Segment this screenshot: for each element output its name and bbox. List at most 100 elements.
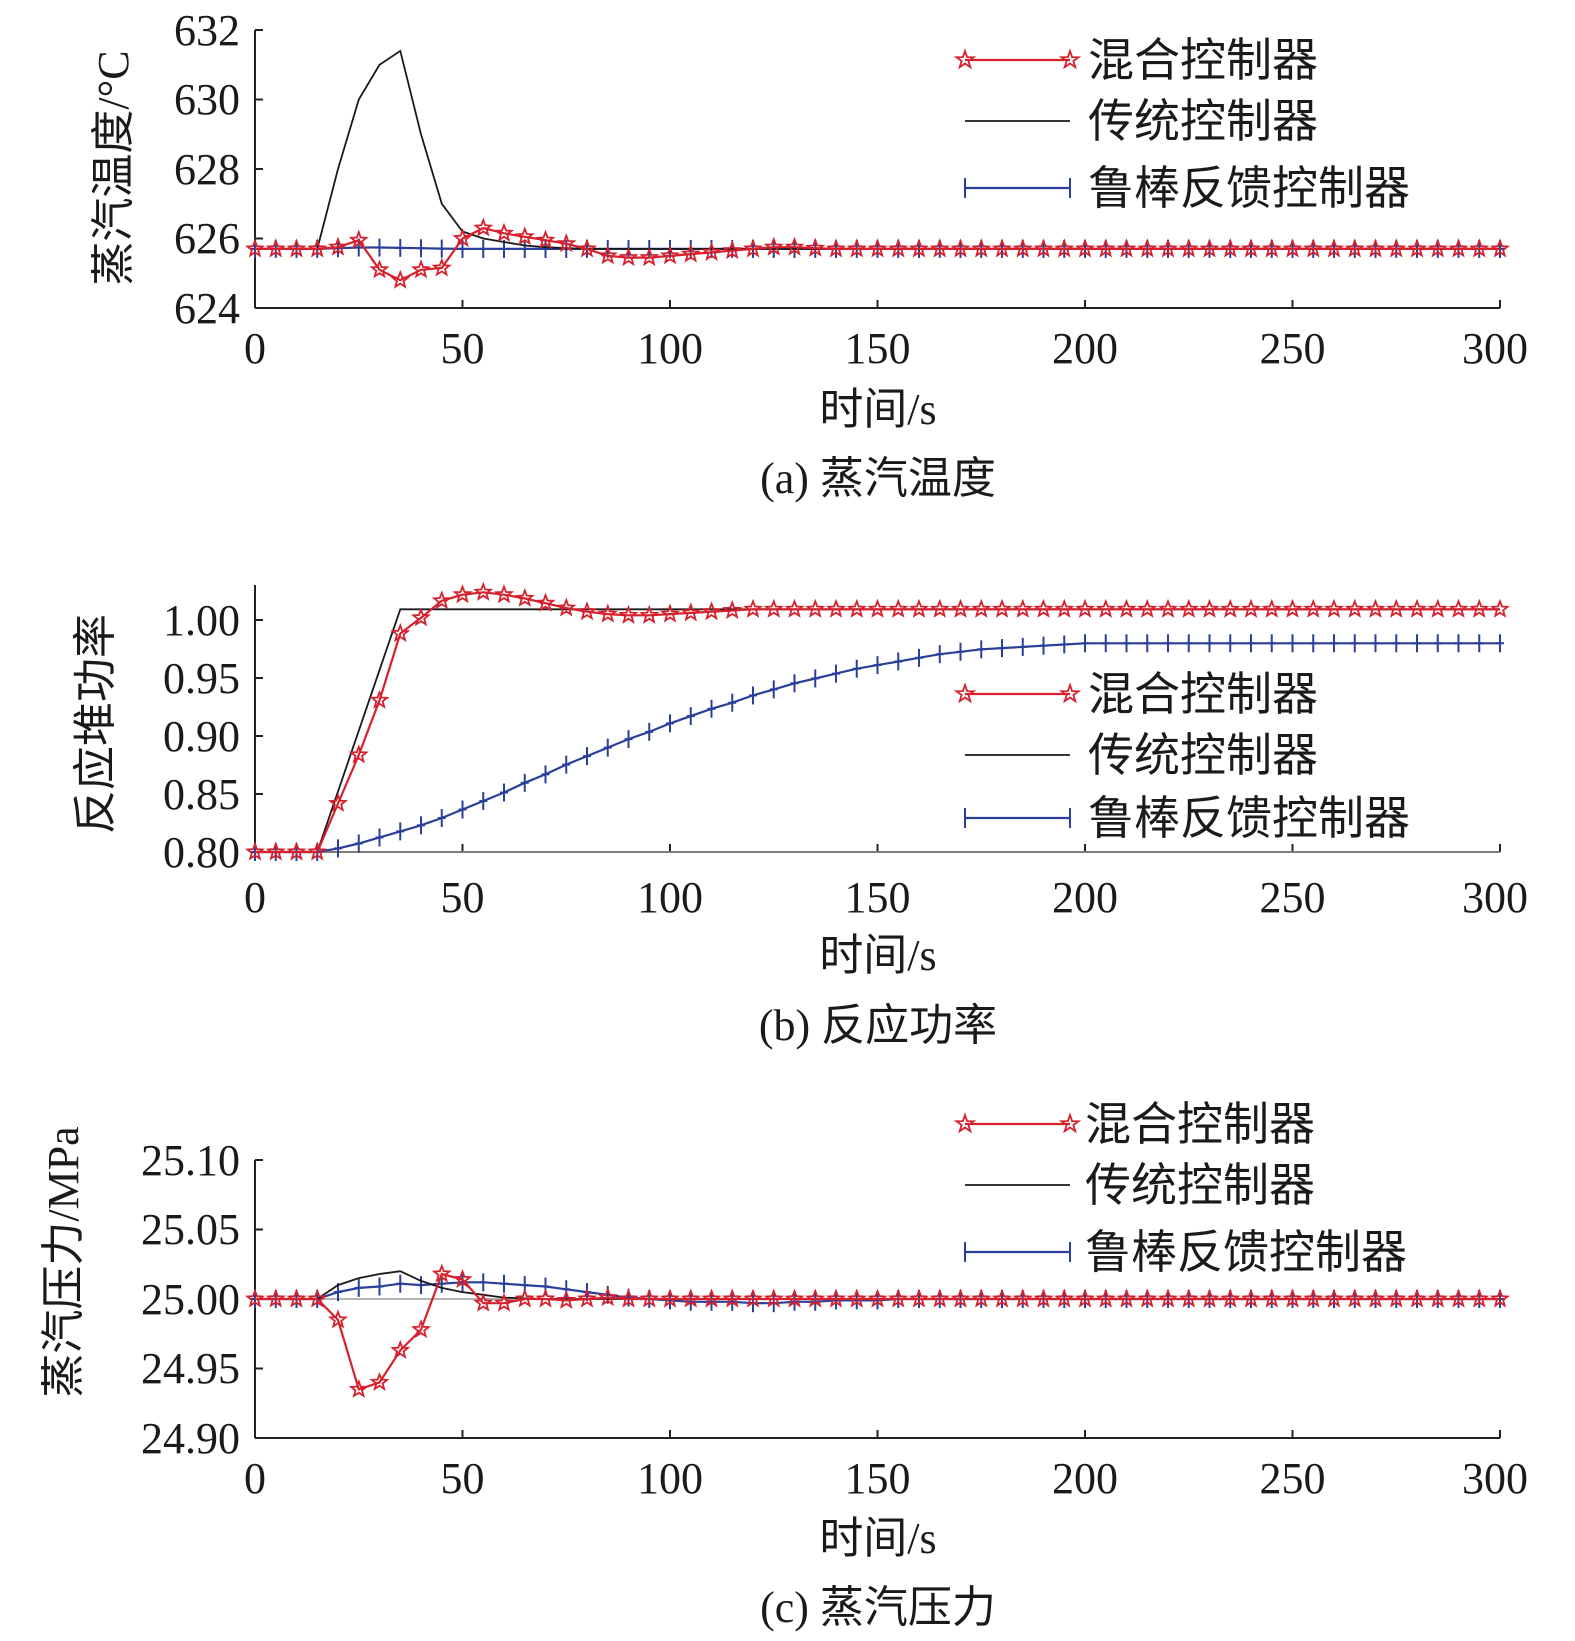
data-point-star <box>1054 238 1075 258</box>
panel-b-legend: 混合控制器 传统控制器 鲁棒反馈控制器 <box>953 669 1410 844</box>
data-point-star <box>473 581 494 601</box>
data-point-star <box>473 1292 494 1312</box>
data-point-star <box>1199 1288 1220 1308</box>
legend-label-conventional: 传统控制器 <box>1088 96 1318 147</box>
data-point-star <box>286 841 307 861</box>
data-point-star <box>493 584 515 604</box>
data-point-star <box>1012 598 1033 618</box>
legend-marker-star <box>1058 48 1082 70</box>
data-point-star <box>327 792 349 812</box>
panel-c-xtick-label: 100 <box>637 1454 703 1503</box>
data-point-star <box>929 238 950 258</box>
data-point-star <box>1199 238 1220 258</box>
data-point-star <box>556 597 577 617</box>
data-point-star <box>514 587 535 607</box>
data-point-star <box>659 245 681 265</box>
data-point-star <box>431 257 452 277</box>
panel-a-caption: (a) 蒸汽温度 <box>760 454 996 503</box>
data-point-star <box>1116 1288 1137 1308</box>
data-point-star <box>514 1288 535 1308</box>
data-point-star <box>452 584 473 604</box>
data-point-star <box>369 689 390 709</box>
panel-a-axes: 624 626 628 630 632 0 50 100 150 200 250… <box>89 6 1528 503</box>
panel-c-axes: 24.90 24.95 25.00 25.05 25.10 0 50 100 1… <box>39 1126 1528 1632</box>
legend-label-robust: 鲁棒反馈控制器 <box>1088 163 1410 214</box>
data-point-star <box>1365 238 1386 258</box>
panel-b-caption: (b) 反应功率 <box>759 1001 997 1050</box>
data-point-star <box>784 598 805 618</box>
panel-b-xtick-label: 150 <box>845 873 911 922</box>
data-point-star <box>577 601 597 621</box>
data-point-star <box>369 1371 390 1391</box>
data-point-star <box>348 229 369 249</box>
data-point-star <box>701 241 722 261</box>
data-point-star <box>1261 598 1282 618</box>
panel-b-y-axis-label: 反应堆功率 <box>71 614 120 834</box>
data-point-star <box>265 1288 286 1308</box>
data-point-star <box>390 269 411 289</box>
data-point-star <box>556 1289 577 1309</box>
data-point-star <box>1137 238 1158 258</box>
data-point-star <box>1116 598 1137 618</box>
data-point-star <box>743 1288 763 1308</box>
data-point-star <box>1365 1288 1386 1308</box>
data-point-star <box>1407 1288 1427 1308</box>
panel-a-y-axis-label: 蒸汽温度/°C <box>89 50 138 285</box>
data-point-star <box>618 1288 639 1308</box>
data-point-star <box>1240 238 1262 258</box>
panel-a-xtick-label: 150 <box>845 324 911 373</box>
data-point-star <box>742 598 764 618</box>
panel-b-xtick-label: 200 <box>1052 873 1118 922</box>
data-point-star <box>535 1288 556 1308</box>
data-point-star <box>1386 598 1407 618</box>
data-point-star <box>1095 238 1116 258</box>
panel-c-ytick-label: 24.95 <box>141 1344 240 1393</box>
data-point-star <box>1303 238 1324 258</box>
panel-a: 624 626 628 630 632 0 50 100 150 200 250… <box>89 6 1528 503</box>
data-point-star <box>1095 1288 1116 1308</box>
data-point-star <box>493 1292 515 1312</box>
data-point-star <box>680 602 701 622</box>
panel-c-xtick-label: 0 <box>244 1454 266 1503</box>
data-point-star <box>473 217 494 237</box>
data-point-star <box>286 1288 307 1308</box>
panel-b-ytick-label: 0.85 <box>163 770 240 819</box>
panel-b-ytick-label: 1.00 <box>163 596 240 645</box>
data-point-star <box>1427 238 1448 258</box>
data-point-star <box>245 1288 265 1308</box>
data-point-star <box>618 247 639 267</box>
data-point-star <box>825 598 847 618</box>
data-point-star <box>991 598 1013 618</box>
data-point-star <box>763 598 784 618</box>
panel-b-xtick-label: 0 <box>244 873 266 922</box>
data-point-star <box>1489 598 1511 618</box>
data-point-star <box>639 246 660 267</box>
data-point-star <box>1116 238 1137 258</box>
panel-a-xtick-label: 300 <box>1462 324 1528 373</box>
data-point-star <box>286 238 307 258</box>
data-point-star <box>1427 598 1448 618</box>
data-point-star <box>1344 238 1365 258</box>
panel-b-ytick-label: 0.95 <box>163 654 240 703</box>
data-point-star <box>826 1288 846 1308</box>
panel-b-x-axis-label: 时间/s <box>819 931 936 980</box>
data-point-star <box>410 259 432 279</box>
data-point-star <box>701 1288 722 1308</box>
data-point-star <box>680 243 701 263</box>
data-point-star <box>1303 1288 1324 1308</box>
panel-c-xtick-label: 200 <box>1052 1454 1118 1503</box>
panel-c-xtick-label: 300 <box>1462 1454 1528 1503</box>
data-point-star <box>1448 598 1469 618</box>
data-point-star <box>1157 598 1179 618</box>
data-point-star <box>825 238 847 258</box>
data-point-star <box>867 238 888 258</box>
panel-a-xtick-label: 100 <box>637 324 703 373</box>
data-point-star <box>307 841 328 861</box>
data-point-star <box>971 598 992 618</box>
data-point-star <box>1054 1288 1075 1308</box>
data-point-star <box>556 233 577 253</box>
data-point-star <box>722 599 743 620</box>
data-point-star <box>1386 238 1407 258</box>
panel-a-ytick-label: 632 <box>174 6 240 55</box>
